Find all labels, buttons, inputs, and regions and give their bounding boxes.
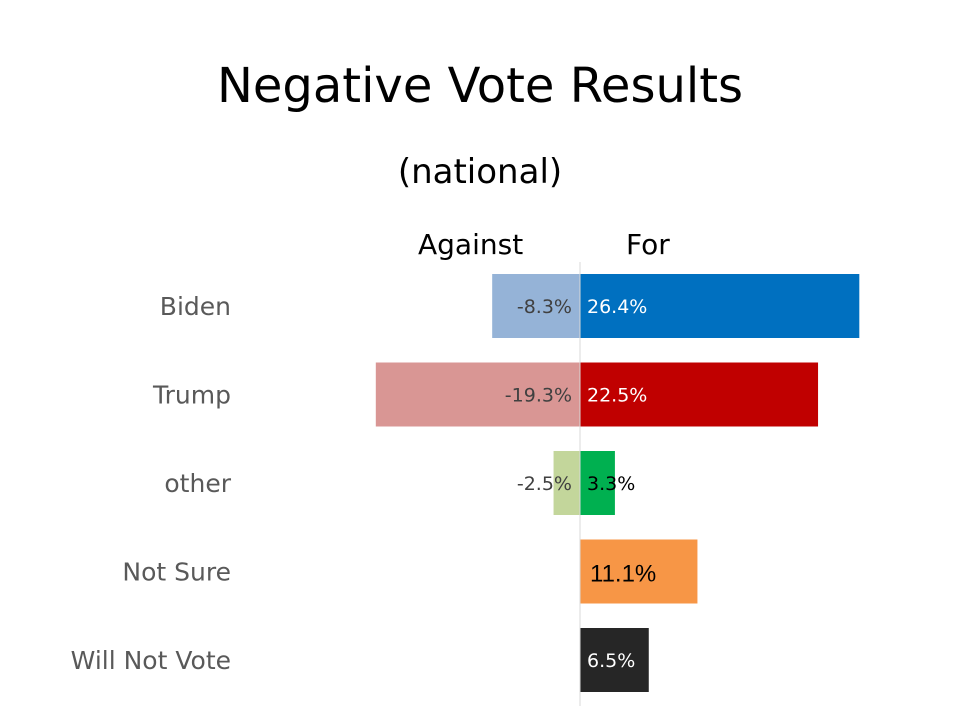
category-label-biden: Biden xyxy=(160,292,231,321)
against-value-label-biden: -8.3% xyxy=(517,296,572,318)
for-value-label-trump: 22.5% xyxy=(587,385,647,407)
against-bar-biden xyxy=(492,274,580,338)
for-bar-will-not-vote xyxy=(580,628,649,692)
category-label-trump: Trump xyxy=(152,381,231,410)
chart-title: Negative Vote Results xyxy=(216,58,744,114)
for-value-label-biden: 26.4% xyxy=(587,296,647,318)
for-bar-biden xyxy=(580,274,860,338)
for-heading: For xyxy=(626,228,670,261)
category-label-not-sure: Not Sure xyxy=(122,558,231,587)
for-value-label-will-not-vote: 6.5% xyxy=(587,650,635,672)
chart-subtitle: (national) xyxy=(397,152,563,192)
against-value-label-other: -2.5% xyxy=(517,473,572,495)
for-value-label-not-sure: 11.1% xyxy=(590,561,656,588)
category-label-other: other xyxy=(164,469,231,498)
against-bar-trump xyxy=(375,362,580,427)
for-bar-other xyxy=(580,451,615,515)
category-label-will-not-vote: Will Not Vote xyxy=(71,646,231,675)
for-bar-not-sure xyxy=(580,539,698,604)
against-bar-other xyxy=(553,451,580,515)
for-bar-trump xyxy=(580,362,819,427)
against-value-label-trump: -19.3% xyxy=(505,385,572,407)
against-heading: Against xyxy=(418,228,524,261)
for-value-label-other: 3.3% xyxy=(587,473,635,495)
